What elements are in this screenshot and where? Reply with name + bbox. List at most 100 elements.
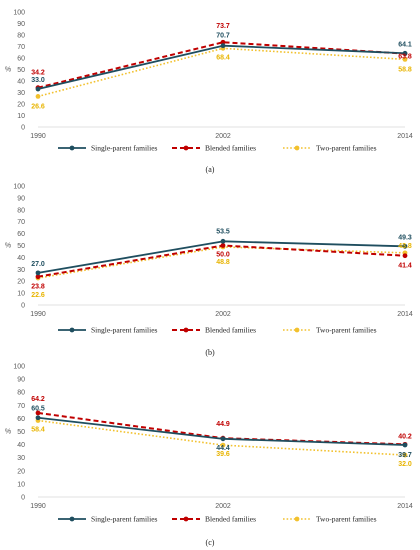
y-tick-label: 10: [17, 113, 25, 120]
data-point-blended: [35, 274, 41, 280]
panel-caption: (a): [206, 165, 215, 174]
y-tick-label: 80: [17, 207, 25, 214]
y-tick-label: 80: [17, 390, 25, 397]
legend-marker-blended: [183, 145, 189, 151]
data-label-blended: 23.8: [31, 284, 45, 291]
y-tick-label: 70: [17, 403, 25, 410]
y-tick-label: 40: [17, 79, 25, 86]
y-tick-label: 50: [17, 67, 25, 74]
y-axis-label: %: [5, 67, 11, 74]
data-point-single: [220, 238, 226, 244]
data-label-blended: 50.0: [216, 252, 230, 259]
y-tick-label: 10: [17, 291, 25, 298]
y-axis-label: %: [5, 429, 11, 436]
y-tick-label: 50: [17, 429, 25, 436]
data-point-blended: [220, 39, 226, 45]
x-tick-label: 2014: [397, 133, 413, 140]
panel-caption: (b): [205, 348, 215, 357]
y-tick-label: 0: [21, 495, 25, 502]
data-label-two: 58.4: [31, 426, 45, 433]
data-point-single: [402, 442, 408, 448]
data-point-blended: [220, 243, 226, 248]
x-tick-label: 1990: [30, 133, 46, 140]
data-label-single: 39.7: [398, 452, 412, 459]
y-tick-label: 0: [21, 303, 25, 310]
y-tick-label: 60: [17, 416, 25, 423]
y-tick-label: 50: [17, 243, 25, 250]
data-label-single: 70.7: [216, 33, 230, 40]
y-tick-label: 0: [21, 125, 25, 132]
data-label-single: 53.5: [216, 228, 230, 235]
y-tick-label: 10: [17, 481, 25, 488]
data-label-two: 32.0: [398, 461, 412, 468]
y-tick-label: 100: [13, 364, 25, 371]
data-point-two: [35, 94, 41, 99]
data-point-single: [220, 43, 226, 49]
x-tick-label: 2002: [215, 503, 231, 510]
x-tick-label: 2002: [215, 311, 231, 318]
y-tick-label: 30: [17, 267, 25, 274]
y-tick-label: 60: [17, 56, 25, 63]
y-tick-label: 40: [17, 442, 25, 449]
y-tick-label: 80: [17, 33, 25, 40]
data-label-two: 48.8: [216, 259, 230, 266]
x-tick-label: 2014: [397, 311, 413, 318]
y-tick-label: 20: [17, 102, 25, 109]
y-tick-label: 90: [17, 21, 25, 28]
data-label-single: 33.0: [31, 77, 45, 84]
legend-label-blended: Blended families: [205, 326, 256, 335]
data-label-blended: 73.7: [216, 23, 230, 30]
legend-label-two: Two-parent families: [316, 326, 377, 335]
data-label-two: 58.8: [398, 66, 412, 73]
y-tick-label: 30: [17, 90, 25, 97]
data-point-single: [35, 415, 41, 421]
series-line-blended: [37, 41, 406, 89]
legend-marker-two: [294, 145, 300, 151]
data-label-two: 22.6: [31, 292, 45, 299]
data-label-single: 64.1: [398, 41, 412, 48]
legend-marker-two: [294, 327, 300, 333]
legend-label-single: Single-parent families: [91, 515, 158, 524]
data-point-blended: [402, 253, 408, 259]
data-label-two: 43.8: [398, 243, 412, 250]
x-tick-label: 1990: [30, 311, 46, 318]
data-point-blended: [35, 410, 41, 416]
legend-label-blended: Blended families: [205, 515, 256, 524]
data-label-two: 39.6: [216, 451, 230, 458]
x-tick-label: 2014: [397, 503, 413, 510]
data-point-single: [402, 243, 408, 249]
legend-label-single: Single-parent families: [91, 144, 158, 153]
panel-caption: (c): [206, 538, 215, 547]
legend-marker-two: [294, 516, 300, 522]
data-point-single: [220, 436, 226, 442]
series-line-two: [37, 419, 406, 456]
data-point-single: [35, 86, 41, 92]
y-tick-label: 60: [17, 231, 25, 238]
data-label-blended: 63.8: [398, 54, 412, 61]
y-tick-label: 20: [17, 468, 25, 475]
data-point-single: [35, 270, 41, 276]
y-tick-label: 30: [17, 455, 25, 462]
y-tick-label: 100: [13, 10, 25, 17]
y-tick-label: 70: [17, 44, 25, 51]
data-label-blended: 44.9: [216, 421, 230, 428]
y-tick-label: 100: [13, 184, 25, 191]
legend-marker-blended: [183, 516, 189, 522]
chart-panel-1: 0 10 20 30 40 50 60 70 80 90 100% 1990 2002 2014 33.0 7…: [5, 10, 413, 175]
y-axis-label: %: [5, 243, 11, 250]
y-tick-label: 90: [17, 195, 25, 202]
data-label-blended: 64.2: [31, 396, 45, 403]
data-label-two: 26.6: [31, 103, 45, 110]
data-label-two: 68.4: [216, 54, 230, 61]
x-tick-label: 1990: [30, 503, 46, 510]
y-tick-label: 20: [17, 279, 25, 286]
data-point-two: [402, 56, 408, 62]
legend-marker-single: [69, 516, 75, 522]
data-label-single: 44.4: [216, 445, 230, 452]
legend-marker-single: [69, 327, 75, 333]
y-tick-label: 90: [17, 377, 25, 384]
legend-marker-single: [69, 145, 75, 151]
data-point-two: [220, 442, 226, 448]
data-label-blended: 40.2: [398, 433, 412, 440]
